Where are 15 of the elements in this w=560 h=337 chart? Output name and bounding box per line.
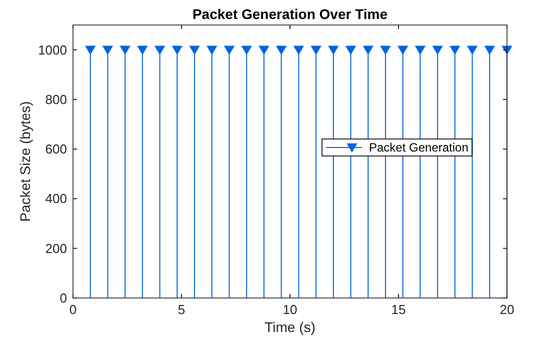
x-tick-label: 0 [69, 302, 77, 317]
x-tick-label: 10 [282, 302, 298, 317]
y-tick-label: 800 [45, 92, 67, 107]
x-axis-title: Time (s) [264, 319, 316, 335]
y-axis-title: Packet Size (bytes) [17, 101, 33, 222]
y-tick-label: 200 [45, 240, 67, 256]
chart-title: Packet Generation Over Time [192, 6, 388, 22]
x-tick-label: 15 [391, 302, 406, 317]
x-tick-label: 5 [178, 302, 186, 317]
y-tick-label: 400 [45, 191, 67, 206]
legend-label: Packet Generation [369, 140, 468, 154]
y-tick-label: 600 [45, 142, 67, 157]
x-tick-label: 20 [500, 302, 514, 317]
y-tick-label: 1000 [38, 42, 67, 58]
y-tick-label: 0 [60, 290, 67, 306]
